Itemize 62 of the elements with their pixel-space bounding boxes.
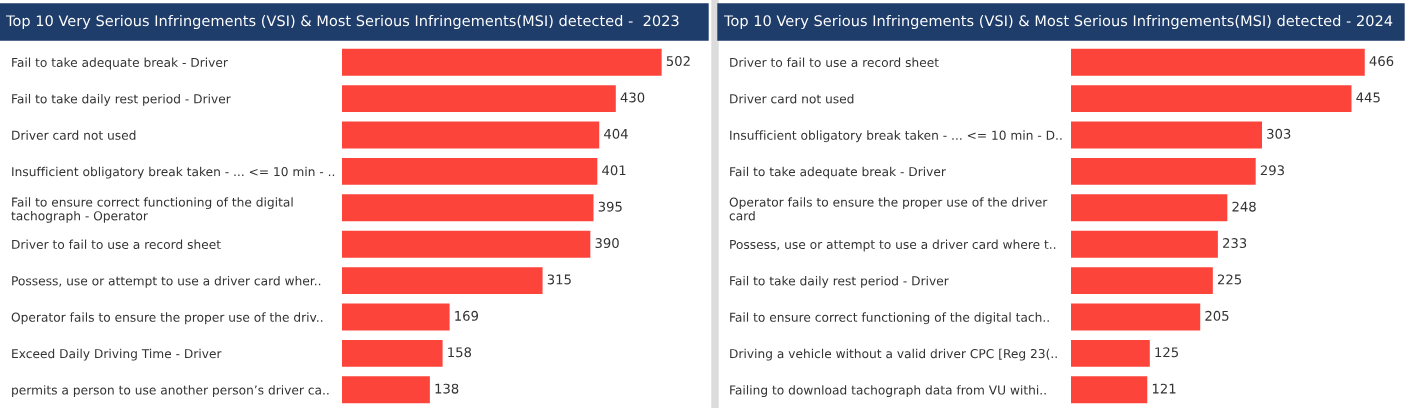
y-tick-label: Driving a vehicle without a valid driver CPC [Reg 23(.. xyxy=(730,348,1057,361)
bar xyxy=(342,121,600,149)
bar xyxy=(1071,121,1262,149)
y-tick-label: Driver to fail to use a record sheet xyxy=(730,57,939,68)
chart-title: Top 10 Very Serious Infringements (VSI) & Most Serious Infringements(MSI) detected - 2024 xyxy=(723,14,1393,30)
y-tick-label: Driver to fail to use a record sheet xyxy=(12,239,221,250)
bar xyxy=(1071,303,1201,331)
data-label: 169 xyxy=(455,310,479,321)
bar xyxy=(1071,339,1150,367)
bar xyxy=(342,85,616,113)
data-label: 502 xyxy=(666,56,690,67)
y-tick-label: Exceed Daily Driving Time - Driver xyxy=(12,348,222,361)
y-tick-label: Operator fails to ensure the proper use of the driv.. xyxy=(11,312,323,325)
data-label: 225 xyxy=(1217,274,1242,285)
data-label: 138 xyxy=(435,383,459,394)
data-label: 293 xyxy=(1260,165,1284,176)
y-tick-label: permits a person to use another person’s driver ca.. xyxy=(12,385,329,397)
y-tick-label: Driver card not used xyxy=(12,130,136,140)
y-tick-label: Fail to take daily rest period - Driver xyxy=(12,93,231,106)
bar xyxy=(342,303,450,331)
data-label: 303 xyxy=(1267,128,1291,139)
y-tick-label: Driver card not used xyxy=(730,93,854,104)
y-tick-label: Fail to ensure correct functioning of the digital tachograph - Operator xyxy=(11,197,293,223)
bar xyxy=(342,48,662,76)
bar xyxy=(1071,85,1352,113)
data-label: 395 xyxy=(598,201,622,212)
y-tick-label: Fail to take adequate break - Driver xyxy=(730,166,946,179)
bar xyxy=(1071,194,1228,222)
bar xyxy=(342,230,591,258)
y-tick-label: Possess, use or attempt to use a driver card where t.. xyxy=(730,239,1056,252)
bar xyxy=(342,376,430,404)
bar xyxy=(1071,230,1218,258)
data-label: 445 xyxy=(1356,92,1380,103)
bar xyxy=(342,194,594,222)
bar xyxy=(1071,157,1256,185)
data-label: 125 xyxy=(1155,347,1178,358)
y-tick-label: Insufficient obligatory break taken - ... <= 10 min - D.. xyxy=(730,130,1062,143)
data-label: 248 xyxy=(1232,201,1256,212)
data-label: 233 xyxy=(1223,238,1247,249)
bar xyxy=(1071,267,1213,295)
data-label: 315 xyxy=(547,274,571,285)
data-label: 121 xyxy=(1152,383,1176,394)
y-tick-label: Fail to take adequate break - Driver xyxy=(12,57,228,70)
y-tick-label: Failing to download tachograph data from VU withi.. xyxy=(730,385,1046,397)
data-label: 404 xyxy=(604,128,628,139)
bar xyxy=(1071,48,1365,76)
bar xyxy=(342,267,543,295)
data-label: 466 xyxy=(1369,56,1394,67)
y-tick-label: Fail to ensure correct functioning of the digital tach.. xyxy=(730,312,1049,325)
y-tick-label: Fail to take daily rest period - Driver xyxy=(730,275,949,288)
y-tick-label: Possess, use or attempt to use a driver card wher.. xyxy=(12,275,321,288)
data-label: 430 xyxy=(620,92,645,103)
data-label: 390 xyxy=(595,238,619,249)
data-label: 401 xyxy=(602,165,626,176)
y-tick-label: Operator fails to ensure the proper use of the driver card xyxy=(729,197,1048,221)
y-tick-label: Insufficient obligatory break taken - ... <= 10 min - .. xyxy=(12,166,335,179)
data-label: 158 xyxy=(448,347,472,358)
bar xyxy=(342,339,443,367)
bar xyxy=(1071,376,1148,404)
bar xyxy=(342,157,598,185)
chart-title: Top 10 Very Serious Infringements (VSI) & Most Serious Infringements(MSI) detected - 2023 xyxy=(5,14,679,30)
data-label: 205 xyxy=(1205,310,1229,321)
